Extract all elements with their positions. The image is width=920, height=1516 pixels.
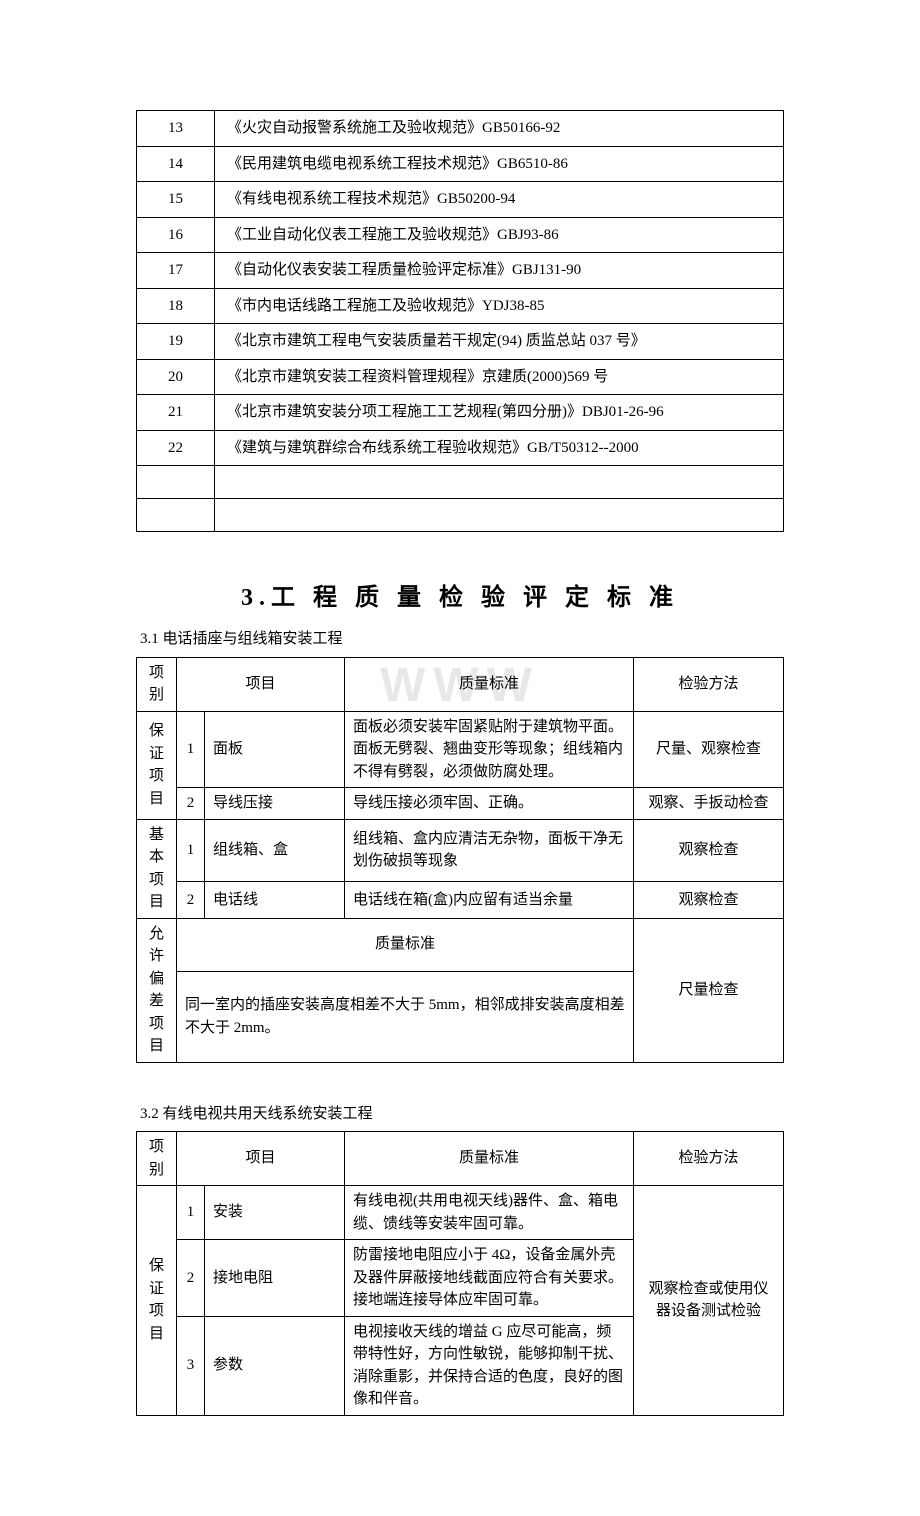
header-standard: 质量标准 [345,657,634,711]
table-cell: 17 [137,253,215,289]
table-cell: 观察检查 [634,882,784,918]
table-cell [215,499,784,532]
deviation-label: 允许偏差项目 [137,918,177,1062]
table-cell: 观察、手扳动检查 [634,788,784,820]
table-cell: 《火灾自动报警系统施工及验收规范》GB50166-92 [215,111,784,147]
table-cell: 电视接收天线的增益 G 应尽可能高，频带特性好，方向性敏锐，能够抑制干扰、消除重… [345,1316,634,1415]
table-cell: 《北京市建筑安装分项工程施工工艺规程(第四分册)》DBJ01-26-96 [215,395,784,431]
table-cell: 《北京市建筑工程电气安装质量若干规定(94) 质监总站 037 号》 [215,324,784,360]
table-cell: 参数 [205,1316,345,1415]
table-cell: 《自动化仪表安装工程质量检验评定标准》GBJ131-90 [215,253,784,289]
table-cell: 16 [137,217,215,253]
table-cell: 1 [177,1186,205,1240]
header-method: 检验方法 [634,1132,784,1186]
table-cell: 2 [177,1240,205,1317]
table-cell: 《北京市建筑安装工程资料管理规程》京建质(2000)569 号 [215,359,784,395]
table-cell: 同一室内的插座安装高度相差不大于 5mm，相邻成排安装高度相差不大于 2mm。 [177,971,634,1062]
table-cell: 《市内电话线路工程施工及验收规范》YDJ38-85 [215,288,784,324]
table-cell: 导线压接 [205,788,345,820]
table-cell: 2 [177,788,205,820]
table-cell: 13 [137,111,215,147]
table-cell: 电话线在箱(盒)内应留有适当余量 [345,882,634,918]
table-cell: 20 [137,359,215,395]
table-cell: 21 [137,395,215,431]
table-cell: 《民用建筑电缆电视系统工程技术规范》GB6510-86 [215,146,784,182]
table-cell: 1 [177,819,205,882]
table-cell: 《工业自动化仪表工程施工及验收规范》GBJ93-86 [215,217,784,253]
table-cell: 组线箱、盒 [205,819,345,882]
table-cell: 面板 [205,711,345,788]
standards-table: 13《火灾自动报警系统施工及验收规范》GB50166-9214《民用建筑电缆电视… [136,110,784,532]
table-cell: 质量标准 [177,918,634,971]
table-cell: 电话线 [205,882,345,918]
header-item: 项目 [177,1132,345,1186]
basic-label: 基本项目 [137,819,177,918]
header-category: 项别 [137,1132,177,1186]
table-cell: 组线箱、盒内应清洁无杂物，面板干净无划伤破损等现象 [345,819,634,882]
table-cell: 防雷接地电阻应小于 4Ω，设备金属外壳及器件屏蔽接地线截面应符合有关要求。接地端… [345,1240,634,1317]
table-cell: 《建筑与建筑群综合布线系统工程验收规范》GB/T50312--2000 [215,430,784,466]
table-cell: 尺量检查 [634,918,784,1062]
table-cell: 1 [177,711,205,788]
table31-title: 3.1 电话插座与组线箱安装工程 [136,628,784,651]
table-cell: 安装 [205,1186,345,1240]
table-cell [215,466,784,499]
table-cell: 22 [137,430,215,466]
table-cell: 15 [137,182,215,218]
table-cell: 2 [177,882,205,918]
table-cell: 14 [137,146,215,182]
table-cell: 3 [177,1316,205,1415]
table-cell: 有线电视(共用电视天线)器件、盒、箱电缆、馈线等安装牢固可靠。 [345,1186,634,1240]
table-cell: 观察检查或使用仪器设备测试检验 [634,1186,784,1416]
header-category: 项别 [137,657,177,711]
guarantee-label: 保证项目 [137,1186,177,1416]
table-cell: 19 [137,324,215,360]
guarantee-label: 保证项目 [137,711,177,819]
table32-title: 3.2 有线电视共用天线系统安装工程 [136,1103,784,1126]
table-cell: 《有线电视系统工程技术规范》GB50200-94 [215,182,784,218]
table-cell: 观察检查 [634,819,784,882]
table-cell [137,466,215,499]
quality-table-32: 项别 项目 质量标准 检验方法 保证项目 1 安装 有线电视(共用电视天线)器件… [136,1131,784,1416]
header-item: 项目 [177,657,345,711]
table-cell: 尺量、观察检查 [634,711,784,788]
table-cell: 接地电阻 [205,1240,345,1317]
table-cell [137,499,215,532]
table-cell: 导线压接必须牢固、正确。 [345,788,634,820]
header-standard: 质量标准 [345,1132,634,1186]
quality-table-31: 项别 项目 质量标准 检验方法 保证项目 1 面板 面板必须安装牢固紧贴附于建筑… [136,657,784,1063]
table-cell: 18 [137,288,215,324]
table-cell: 面板必须安装牢固紧贴附于建筑物平面。面板无劈裂、翘曲变形等现象；组线箱内不得有劈… [345,711,634,788]
header-method: 检验方法 [634,657,784,711]
section-heading: 3.工 程 质 量 检 验 评 定 标 准 [136,580,784,616]
